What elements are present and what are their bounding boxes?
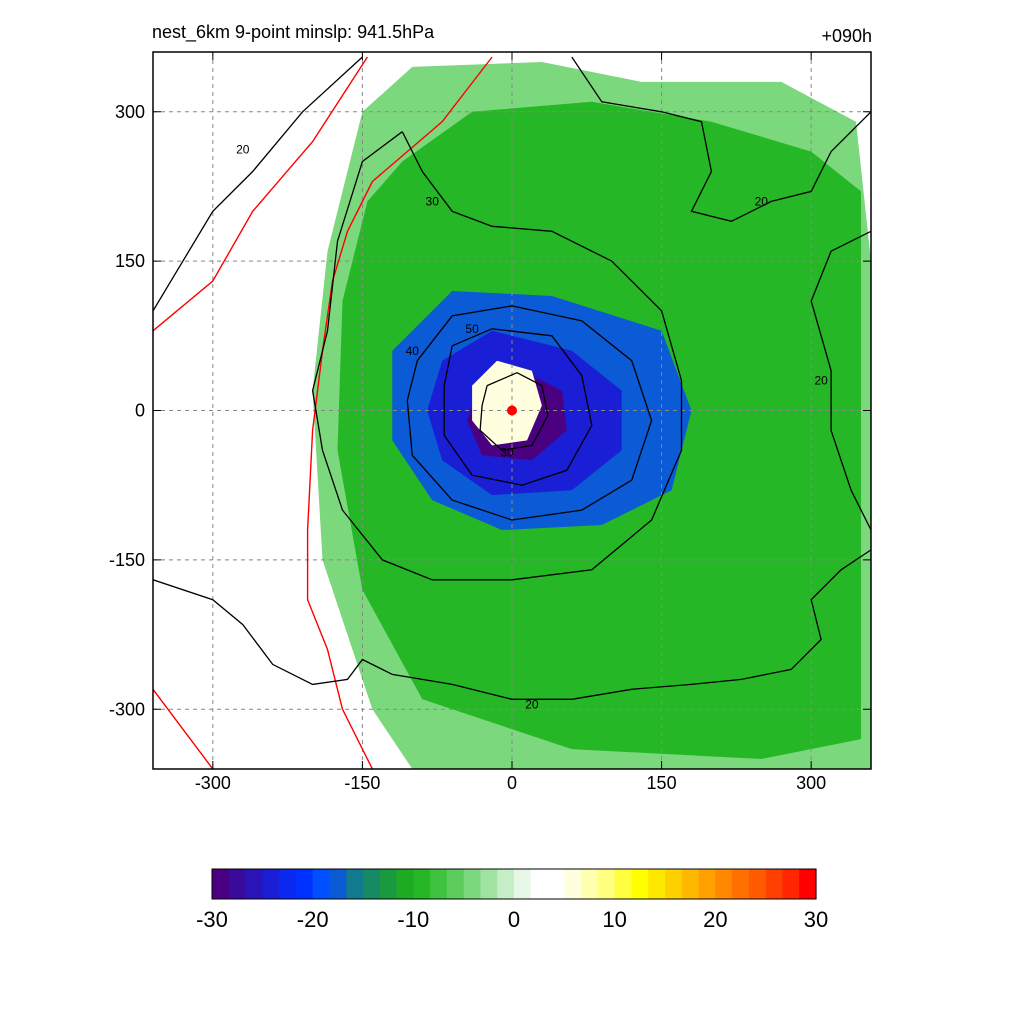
colorbar-tick-label: 30 [804,907,828,932]
colorbar-swatch [799,869,817,899]
map-panel: 20 20 20 20 30 40 50 30 -300 -150 0 150 300 300 150 0… [109,51,872,793]
y-tick-label: -300 [109,699,145,719]
colorbar-swatch [732,869,750,899]
colorbar-swatch [228,869,247,899]
x-tick-label: 300 [796,773,826,793]
x-tick-label: 0 [507,773,517,793]
colorbar-swatch [631,869,649,899]
coastline-2 [306,56,493,769]
colorbar-tick-label: -20 [297,907,329,932]
colorbar-swatch [597,869,616,899]
colorbar-swatch [346,869,364,899]
contour-line-30 [479,371,549,451]
colorbar-swatch [245,869,263,899]
x-tick-label: 150 [647,773,677,793]
colorbar-swatch [665,869,683,899]
contour-label: 20 [814,374,828,388]
colorbar-tick-label: 0 [508,907,520,932]
y-tick-label: -150 [109,550,145,570]
x-axis: -300 -150 0 150 300 [195,52,826,793]
colorbar-swatch [379,869,398,899]
colorbar-swatch [312,869,331,899]
colorbar-swatch [748,869,767,899]
colorbar-swatch [430,869,448,899]
colorbar-swatch [413,869,431,899]
colorbar-swatch [363,869,381,899]
contour-label: 30 [500,445,514,459]
storm-center-marker [507,405,517,416]
colorbar-swatch [698,869,716,899]
colorbar-swatch [463,869,482,899]
contour-label: 50 [465,322,479,336]
contour-label: 40 [406,344,420,358]
colorbar-swatch [530,869,549,899]
shaded-field [312,62,871,769]
colorbar-tick-label: 20 [703,907,727,932]
colorbar-swatch [396,869,414,899]
contour-line-50 [443,328,593,486]
colorbar-swatch [262,869,280,899]
shaded-region-5 [472,360,542,446]
coastline-1 [153,688,214,769]
x-tick-label: -300 [195,773,231,793]
contour-line-20 [571,56,871,222]
colorbar-swatch [765,869,784,899]
colorbar-swatch [212,869,230,899]
y-axis: 300 150 0 -150 -300 [109,102,871,719]
y-tick-label: 300 [115,102,145,122]
colorbar-swatch [295,869,314,899]
colorbar-swatch [681,869,700,899]
contour-line-30 [311,131,683,581]
y-tick-label: 0 [135,401,145,421]
colorbar-tick-label: -10 [397,907,429,932]
x-tick-label: -150 [344,773,380,793]
colorbar-swatch [329,869,347,899]
colorbar-swatch [514,869,532,899]
colorbar-swatch [497,869,515,899]
contour-label: 20 [236,143,250,157]
colorbar-swatch [782,869,800,899]
colorbar-tick-label: 10 [602,907,626,932]
coastline-0 [153,56,368,332]
contour-line-20 [153,56,363,312]
colorbar-swatch [547,869,565,899]
contour-line-20 [810,230,871,531]
colorbar-frame [211,868,817,900]
colorbar-swatch [446,869,465,899]
chart-title: nest_6km 9-point minslp: 941.5hPa [152,22,435,42]
colorbar-swatch [581,869,599,899]
y-tick-label: 150 [115,251,145,271]
forecast-hour-label: +090h [821,26,872,46]
colorbar-swatch [715,869,733,899]
contour-layer: 20 20 20 20 30 40 50 30 [153,56,871,711]
colorbar-swatch [614,869,633,899]
colorbar: -30 -20 -10 0 10 20 30 [196,868,828,932]
colorbar-swatch [480,869,498,899]
storm-center-layer [507,405,517,416]
colorbar-swatch [648,869,666,899]
contour-line-20 [153,549,871,700]
colorbar-tick-label: -30 [196,907,228,932]
contour-label: 20 [755,194,769,208]
colorbar-swatch [564,869,582,899]
contour-label: 30 [426,194,440,208]
contour-line-40 [406,305,653,521]
coastline-layer [153,56,493,769]
colorbar-swatch [279,869,297,899]
contour-label: 20 [525,697,539,711]
